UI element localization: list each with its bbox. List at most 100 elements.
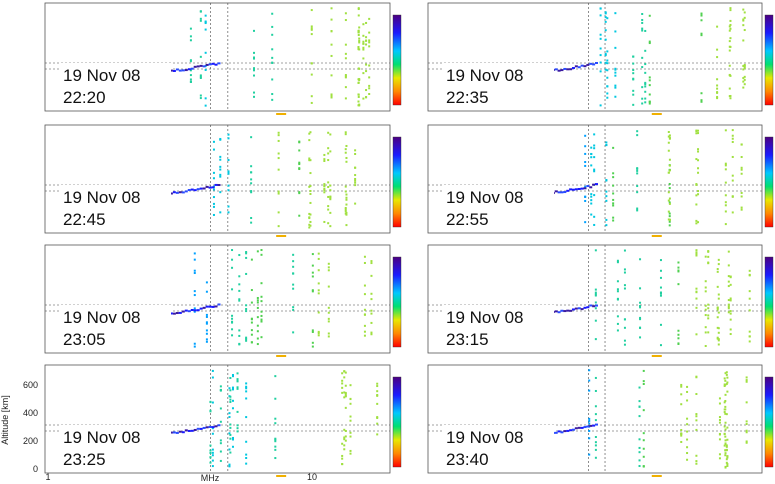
trace-dot [586,185,590,188]
echo-dot [205,281,208,284]
trace-dot [574,307,578,310]
echo-dot [309,192,312,195]
echo-dot [718,438,721,441]
label-bg [59,425,171,469]
echo-dot [212,213,215,216]
plot-frame [427,124,763,234]
echo-dot [205,313,208,316]
echo-dot [727,311,730,314]
color-bar [764,376,774,468]
echo-dot [209,456,212,459]
echo-dot [199,97,202,100]
echo-dot [189,35,192,38]
echo-dot [725,373,728,376]
echo-dot [329,198,332,201]
echo-dot [311,271,314,274]
echo-dot [193,310,196,313]
echo-dot [274,375,277,378]
echo-dot [310,28,313,31]
echo-dot [358,37,361,40]
echo-dot [323,220,326,223]
echo-dot [727,285,730,288]
echo-dot [250,221,253,224]
echo-dot [317,252,320,255]
echo-dot [343,391,346,394]
echo-dot [605,199,608,202]
echo-dot [211,401,214,404]
echo-dot [606,92,609,95]
echo-dot [219,442,222,445]
echo-dot [644,63,647,66]
echo-dot [256,296,259,299]
echo-dot [245,252,248,255]
echo-dot [668,187,671,190]
echo-dot [605,218,608,221]
echo-dot [726,463,729,466]
echo-dot [354,152,357,155]
echo-dot [238,275,241,278]
echo-dot [717,331,720,334]
echo-dot [588,422,591,425]
echo-dot [742,24,745,27]
ionogram-panel: 19 Nov 08 23:40 [427,364,774,477]
echo-dot [729,328,732,331]
echo-dot [594,456,597,459]
echo-dot [238,329,241,332]
echo-dot [668,164,671,167]
echo-dot [605,179,608,182]
echo-dot [748,290,751,293]
echo-dot [277,131,280,134]
echo-dot [604,38,607,41]
echo-dot [212,177,215,180]
echo-dot [590,202,593,205]
color-bar [392,14,402,106]
echo-dot [723,385,726,388]
echo-dot [231,320,234,323]
trace-dot [557,191,561,194]
trace-dot [566,68,570,71]
echo-dot [292,331,295,334]
echo-dot [743,78,746,81]
echo-dot [253,69,256,72]
echo-dot [695,194,698,197]
echo-dot [636,191,639,194]
echo-dot [724,465,727,468]
panel-time: 23:40 [446,450,489,469]
echo-dot [742,18,745,21]
echo-dot [205,338,208,341]
echo-dot [748,269,751,272]
x-axis-label: MHz [201,473,220,483]
echo-dot [644,101,647,104]
echo-dot [718,457,721,460]
echo-dot [648,84,651,87]
echo-dot [344,439,347,442]
echo-dot [199,10,202,13]
echo-dot [253,56,256,59]
echo-dot [623,268,626,271]
echo-dot [642,455,645,458]
trace-dot [184,309,188,312]
echo-dot [327,266,330,269]
echo-dot [204,20,207,23]
echo-dot [219,459,222,462]
echo-dot [219,155,222,158]
echo-dot [309,201,312,204]
label-bg [59,63,171,107]
echo-dot [227,158,230,161]
echo-dot [606,62,609,65]
echo-dot [236,424,239,427]
trace-dot [202,306,206,309]
trace-dot [187,310,191,313]
echo-dot [274,397,277,400]
echo-dot [250,321,253,324]
echo-dot [745,380,748,383]
echo-dot [623,343,626,346]
echo-dot [623,249,626,252]
echo-dot [695,132,698,135]
echo-dot [329,225,332,228]
echo-dot [256,330,259,333]
trace-dot [566,429,570,432]
trace-dot [190,308,194,311]
echo-dot [354,179,357,182]
echo-dot [594,294,597,297]
